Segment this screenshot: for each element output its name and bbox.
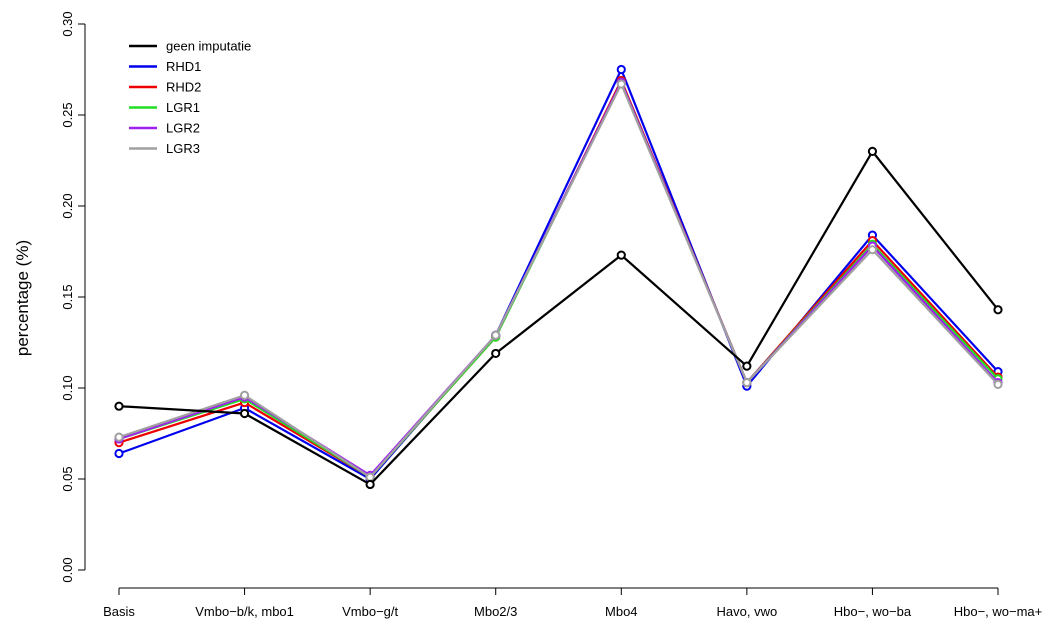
x-tick-label: Mbo2/3 bbox=[474, 604, 517, 619]
x-tick-label: Mbo4 bbox=[605, 604, 638, 619]
x-tick-label: Hbo−, wo−ma+ bbox=[954, 604, 1043, 619]
x-tick-label: Vmbo−g/t bbox=[342, 604, 398, 619]
series-rhd1 bbox=[114, 64, 1003, 484]
data-point bbox=[867, 245, 878, 255]
data-point bbox=[867, 146, 878, 156]
data-point bbox=[742, 361, 752, 371]
series-line bbox=[118, 82, 999, 479]
series-lgr2 bbox=[114, 77, 1003, 480]
y-tick-label: 0.15 bbox=[60, 284, 75, 309]
legend-label: LGR3 bbox=[166, 141, 200, 156]
data-point bbox=[993, 379, 1003, 389]
data-point bbox=[365, 479, 375, 490]
series-lgr1 bbox=[114, 77, 1003, 482]
data-point bbox=[239, 408, 250, 419]
y-tick-label: 0.25 bbox=[60, 102, 75, 127]
data-point bbox=[114, 432, 124, 442]
data-point bbox=[742, 377, 752, 388]
data-point bbox=[616, 79, 626, 89]
data-point bbox=[491, 330, 501, 340]
data-point bbox=[114, 401, 124, 411]
x-tick-label: Havo, vwo bbox=[717, 604, 778, 619]
data-point bbox=[993, 305, 1003, 315]
y-tick-label: 0.00 bbox=[60, 557, 75, 582]
data-point bbox=[365, 472, 375, 482]
y-tick-label: 0.20 bbox=[60, 193, 75, 218]
x-tick-label: Vmbo−b/k, mbo1 bbox=[195, 604, 294, 619]
legend-label: LGR2 bbox=[166, 121, 200, 136]
series-rhd2 bbox=[114, 75, 1003, 482]
data-point bbox=[239, 390, 250, 400]
series-lgr3 bbox=[114, 79, 1003, 482]
series-line bbox=[118, 68, 999, 481]
data-point bbox=[491, 348, 501, 359]
legend-label: RHD2 bbox=[166, 80, 201, 95]
series-geen-imputatie bbox=[114, 146, 1003, 490]
series-layer bbox=[114, 64, 1003, 490]
x-tick-label: Hbo−, wo−ba bbox=[834, 604, 912, 619]
legend-label: LGR1 bbox=[166, 100, 200, 115]
data-point bbox=[114, 448, 124, 459]
legend-label: geen imputatie bbox=[166, 39, 251, 54]
x-tick-label: Basis bbox=[103, 604, 135, 619]
data-point bbox=[616, 64, 626, 75]
y-axis: 0.00 0.05 0.10 0.15 0.20 0.25 0.30 bbox=[60, 11, 86, 583]
y-tick-label: 0.05 bbox=[60, 466, 75, 491]
data-point bbox=[616, 250, 626, 260]
series-line bbox=[118, 150, 999, 486]
y-tick-label: 0.10 bbox=[60, 375, 75, 400]
x-axis: Basis Vmbo−b/k, mbo1 Vmbo−g/t Mbo2/3 Mbo4 Hav… bbox=[103, 587, 1043, 619]
y-axis-title: percentage (%) bbox=[13, 240, 32, 356]
legend-label: RHD1 bbox=[166, 59, 201, 74]
y-tick-label: 0.30 bbox=[60, 11, 75, 36]
legend: geen imputatie RHD1 RHD2 LGR1 LGR2 LGR3 bbox=[129, 39, 251, 156]
